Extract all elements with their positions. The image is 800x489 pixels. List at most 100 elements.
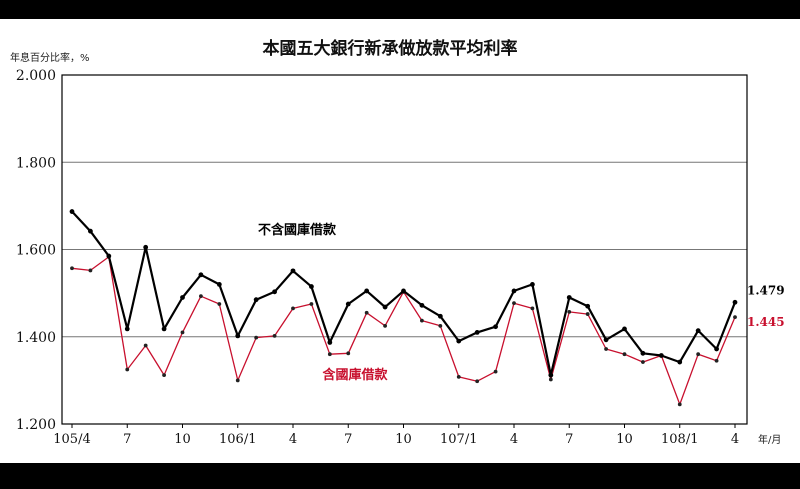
x-tick-label: 105/4: [53, 432, 90, 447]
data-point: [143, 244, 149, 250]
series-lines: 1.445 1.479: [69, 209, 785, 407]
data-point: [254, 335, 259, 340]
data-point: [658, 353, 664, 358]
x-tick-label: 10: [174, 432, 191, 447]
y-tick-label: 1.400: [16, 330, 56, 346]
data-point: [383, 323, 387, 328]
data-point: [732, 299, 738, 305]
data-point: [125, 367, 130, 372]
data-point: [714, 346, 719, 352]
data-point: [641, 360, 645, 364]
x-tick-label: 4: [510, 432, 518, 447]
x-tick-label: 4: [731, 432, 739, 447]
data-point: [327, 352, 332, 357]
data-point: [420, 318, 424, 323]
data-point: [106, 253, 112, 259]
data-point: [382, 304, 388, 310]
data-point: [124, 326, 130, 332]
data-point: [695, 328, 701, 334]
y-tick-label: 2.000: [16, 68, 56, 84]
y-tick-label: 1.200: [16, 417, 56, 433]
data-point: [493, 324, 498, 330]
data-point: [566, 295, 572, 300]
data-point: [677, 359, 683, 365]
series-label-including-treasury: 含國庫借款: [321, 367, 388, 383]
gridlines: [62, 74, 747, 425]
x-tick-label: 7: [344, 432, 352, 447]
data-point: [419, 302, 425, 308]
data-point: [585, 303, 591, 309]
data-point: [309, 284, 314, 289]
data-point: [696, 352, 701, 357]
plot-area: [61, 74, 748, 425]
data-point: [511, 288, 517, 294]
data-point: [475, 379, 480, 384]
x-tick-label: 107/1: [440, 432, 477, 447]
data-point: [622, 352, 627, 357]
data-point: [217, 302, 222, 306]
data-point: [161, 326, 167, 332]
y-tick-label: 1.800: [16, 155, 56, 171]
x-axis-unit-label: 年/月: [758, 433, 781, 446]
data-point: [714, 358, 719, 363]
data-point: [456, 338, 462, 344]
data-point: [235, 378, 240, 383]
data-point: [364, 288, 370, 294]
series-label-excluding-treasury: 不含國庫借款: [258, 222, 337, 238]
data-point: [327, 340, 333, 345]
data-point: [733, 315, 737, 320]
data-point: [88, 268, 93, 273]
y-tick-label: 1.600: [16, 243, 56, 259]
x-tick-label: 10: [616, 432, 633, 447]
chart-frame: 本國五大銀行新承做放款平均利率 年息百分比率，% 年/月 1.200 1.400 1…: [0, 19, 800, 463]
chart-title: 本國五大銀行新承做放款平均利率: [263, 38, 518, 59]
data-point: [474, 329, 480, 335]
data-point: [567, 309, 572, 314]
data-point: [69, 209, 75, 214]
data-point: [530, 306, 535, 311]
data-point: [309, 302, 314, 306]
data-point: [180, 295, 185, 300]
x-tick-label: 10: [395, 432, 412, 447]
data-point: [437, 313, 443, 319]
data-point: [272, 333, 277, 338]
series-line-including-treasury: [71, 256, 736, 406]
y-axis-ticks: 1.200 1.400 1.600 1.800 2.000: [16, 68, 56, 433]
data-point: [162, 373, 166, 378]
end-value-label: 1.445: [747, 315, 785, 329]
data-point: [493, 369, 498, 374]
data-point: [345, 301, 351, 307]
x-tick-label: 108/1: [661, 432, 698, 447]
data-point: [235, 333, 241, 339]
data-point: [512, 301, 516, 306]
data-point: [640, 350, 646, 356]
data-point: [677, 402, 682, 407]
x-axis-ticks: 105/4 7 10 106/1 4 7 10 107/1 4 7 10 108/1 4: [53, 424, 739, 447]
data-point: [253, 297, 259, 303]
end-value-label: 1.479: [747, 283, 785, 297]
data-point: [216, 282, 222, 287]
data-point: [438, 323, 443, 328]
data-point: [291, 306, 295, 311]
data-point: [456, 374, 461, 379]
x-tick-label: 106/1: [219, 432, 256, 447]
data-point: [346, 351, 351, 356]
data-point: [622, 326, 627, 332]
data-point: [548, 372, 554, 378]
data-point: [548, 377, 553, 382]
data-point: [70, 266, 74, 271]
data-point: [199, 294, 203, 299]
data-point: [180, 330, 185, 335]
data-point: [272, 289, 277, 295]
data-point: [530, 282, 535, 287]
data-point: [290, 268, 296, 274]
x-tick-label: 7: [565, 432, 573, 447]
x-tick-label: 4: [289, 432, 297, 447]
data-point: [401, 288, 406, 294]
x-tick-label: 7: [123, 432, 131, 447]
data-point: [585, 312, 590, 316]
data-point: [603, 337, 609, 343]
data-point: [143, 343, 148, 348]
data-point: [604, 347, 608, 351]
data-point: [198, 272, 204, 278]
